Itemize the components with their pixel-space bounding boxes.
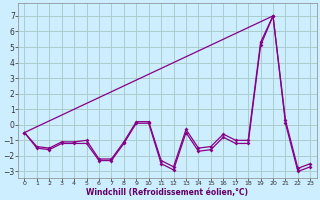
X-axis label: Windchill (Refroidissement éolien,°C): Windchill (Refroidissement éolien,°C) bbox=[86, 188, 248, 197]
